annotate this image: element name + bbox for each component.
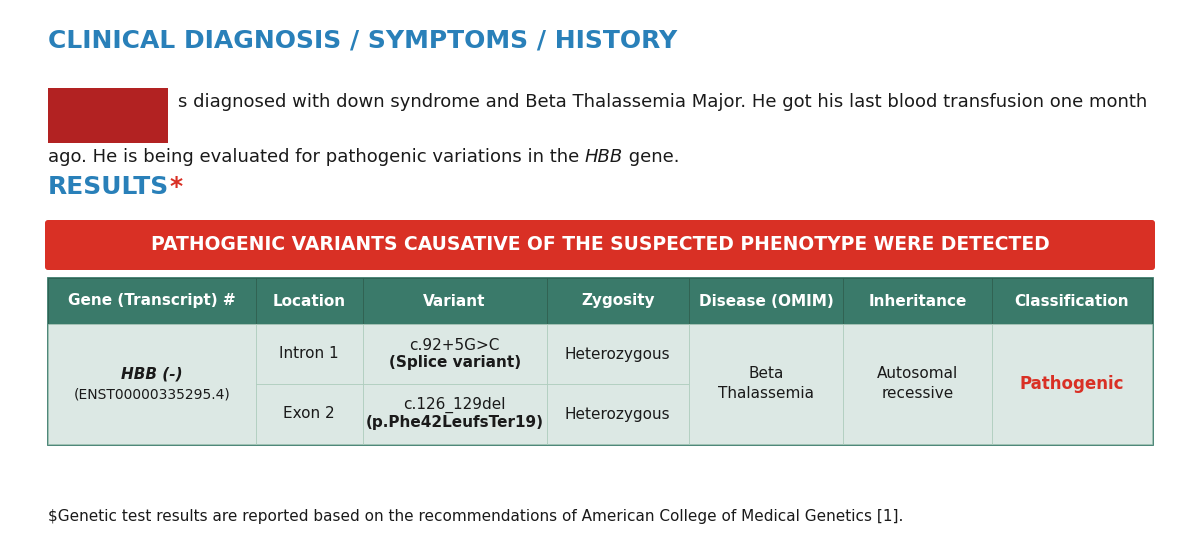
Text: (Splice variant): (Splice variant) [389, 356, 521, 371]
Text: HBB: HBB [586, 148, 623, 166]
Bar [689, 278, 844, 324]
Text: Location: Location [272, 294, 346, 308]
Text: Intron 1: Intron 1 [280, 346, 338, 362]
Text: Exon 2: Exon 2 [283, 406, 335, 422]
Text: RESULTS: RESULTS [48, 175, 169, 199]
Bar [256, 278, 362, 324]
Text: HBB (-): HBB (-) [121, 366, 182, 382]
Bar [48, 324, 256, 444]
Bar [256, 384, 362, 444]
Text: recessive: recessive [882, 386, 954, 402]
Bar [362, 384, 546, 444]
Bar [256, 324, 362, 384]
Bar [546, 278, 689, 324]
Text: Inheritance: Inheritance [869, 294, 967, 308]
FancyBboxPatch shape [46, 220, 1154, 270]
Text: $Genetic test results are reported based on the recommendations of American Coll: $Genetic test results are reported based… [48, 509, 904, 524]
Bar [546, 384, 689, 444]
Bar [991, 278, 1152, 324]
Text: gene.: gene. [623, 148, 679, 166]
Text: (ENST00000335295.4): (ENST00000335295.4) [73, 387, 230, 401]
Bar [48, 278, 256, 324]
Bar [48, 88, 168, 143]
Text: Variant: Variant [424, 294, 486, 308]
Bar [689, 324, 844, 444]
Text: PATHOGENIC VARIANTS CAUSATIVE OF THE SUSPECTED PHENOTYPE WERE DETECTED: PATHOGENIC VARIANTS CAUSATIVE OF THE SUS… [151, 236, 1049, 255]
Text: Beta: Beta [749, 366, 784, 382]
Bar [546, 324, 689, 384]
Text: *: * [169, 175, 182, 199]
Text: Gene (Transcript) #: Gene (Transcript) # [68, 294, 235, 308]
Text: CLINICAL DIAGNOSIS / SYMPTOMS / HISTORY: CLINICAL DIAGNOSIS / SYMPTOMS / HISTORY [48, 28, 677, 52]
Text: Pathogenic: Pathogenic [1020, 375, 1124, 393]
Text: Heterozygous: Heterozygous [565, 346, 671, 362]
Text: Zygosity: Zygosity [581, 294, 655, 308]
Text: c.92+5G>C: c.92+5G>C [409, 338, 499, 352]
Text: RESULTS: RESULTS [48, 175, 169, 199]
Bar [991, 324, 1152, 444]
Bar [48, 278, 1152, 444]
Text: Disease (OMIM): Disease (OMIM) [698, 294, 834, 308]
Text: Classification: Classification [1014, 294, 1129, 308]
Text: ago. He is being evaluated for pathogenic variations in the: ago. He is being evaluated for pathogeni… [48, 148, 586, 166]
Bar [362, 324, 546, 384]
Bar [844, 324, 991, 444]
Text: (p.Phe42LeufsTer19): (p.Phe42LeufsTer19) [366, 416, 544, 430]
Bar [362, 278, 546, 324]
Text: Autosomal: Autosomal [877, 366, 958, 382]
Text: c.126_129del: c.126_129del [403, 397, 506, 413]
Bar [844, 278, 991, 324]
Text: s diagnosed with down syndrome and Beta Thalassemia Major. He got his last blood: s diagnosed with down syndrome and Beta … [178, 93, 1147, 111]
Text: Thalassemia: Thalassemia [718, 386, 814, 402]
Text: Heterozygous: Heterozygous [565, 406, 671, 422]
